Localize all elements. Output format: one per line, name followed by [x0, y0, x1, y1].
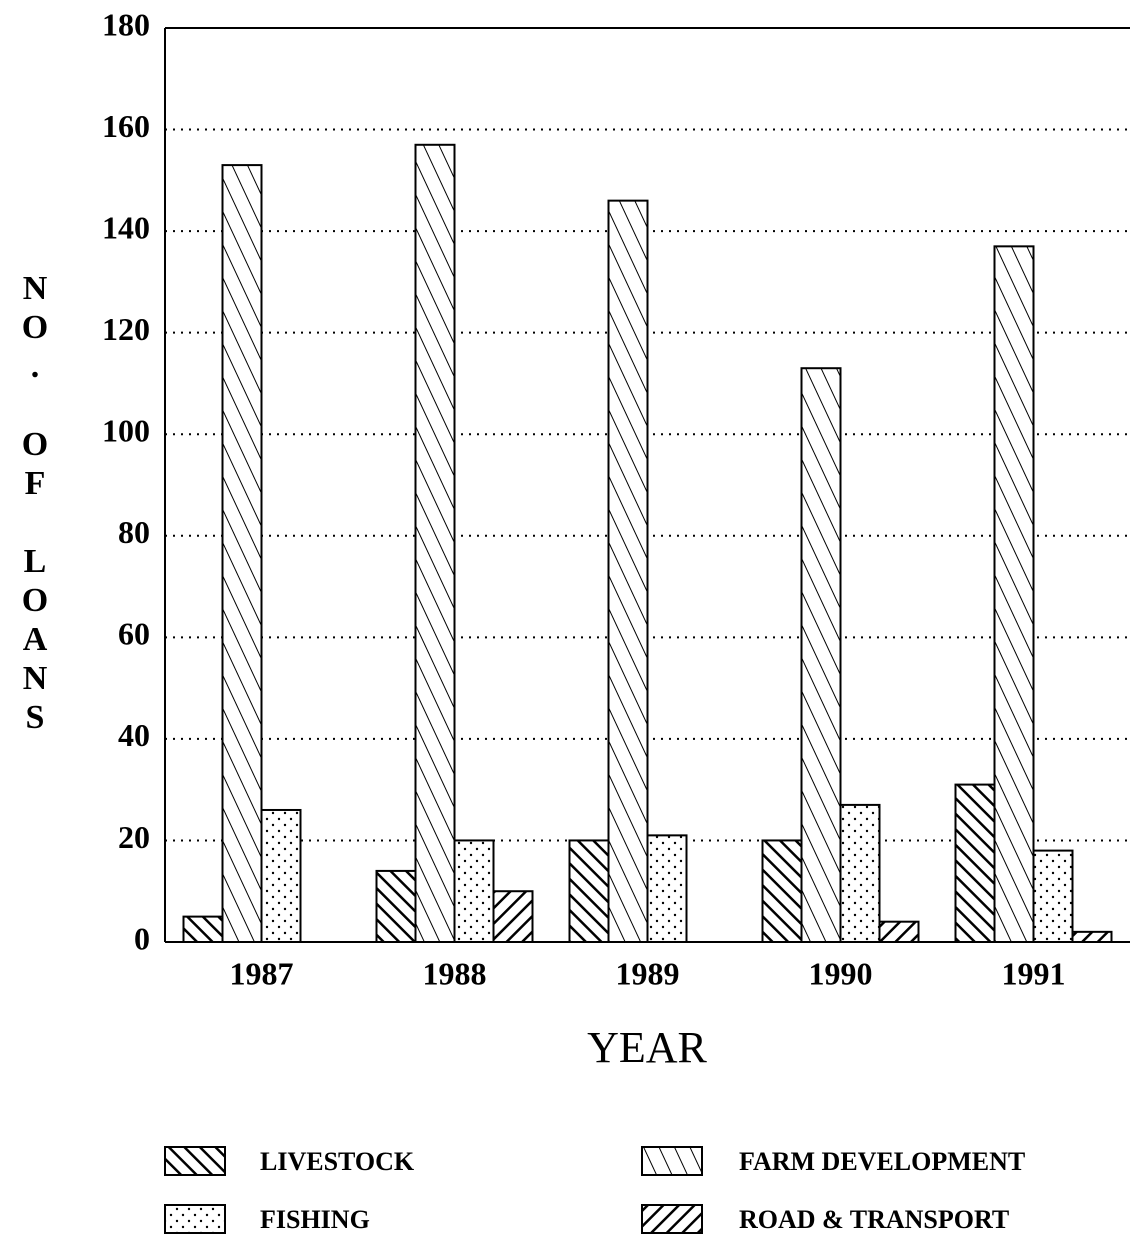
x-tick-label: 1987 — [230, 955, 294, 991]
legend-label: ROAD & TRANSPORT — [739, 1205, 1009, 1234]
bar — [414, 143, 456, 944]
bar — [878, 920, 920, 944]
legend-label: FARM DEVELOPMENT — [739, 1147, 1025, 1176]
y-tick-label: 20 — [118, 819, 150, 855]
bar — [839, 803, 881, 944]
y-tick-label: 60 — [118, 616, 150, 652]
x-tick-label: 1988 — [423, 955, 487, 991]
x-axis-label: YEAR — [587, 1023, 707, 1072]
bar — [492, 890, 534, 944]
y-tick-label: 100 — [102, 413, 150, 449]
bar — [607, 199, 649, 943]
legend-swatch — [641, 1204, 703, 1234]
legend-label: FISHING — [260, 1205, 370, 1234]
bar — [954, 783, 996, 943]
bar — [260, 808, 302, 943]
y-tick-label: 120 — [102, 311, 150, 347]
bar — [1032, 849, 1074, 943]
bar — [761, 839, 803, 944]
x-tick-label: 1991 — [1002, 955, 1066, 991]
bar — [221, 164, 263, 944]
y-tick-label: 140 — [102, 209, 150, 245]
y-tick-label: 80 — [118, 514, 150, 550]
legend-label: LIVESTOCK — [260, 1147, 415, 1176]
bar — [993, 245, 1035, 944]
y-tick-label: 160 — [102, 108, 150, 144]
bar — [453, 839, 495, 944]
bar — [182, 915, 224, 943]
bar — [568, 839, 610, 944]
y-tick-label: 40 — [118, 717, 150, 753]
legend-swatch — [164, 1146, 226, 1176]
bar — [800, 367, 842, 943]
x-tick-label: 1990 — [809, 955, 873, 991]
legend-swatch — [641, 1146, 703, 1176]
y-tick-label: 0 — [134, 920, 150, 956]
bar — [375, 869, 417, 944]
bar — [1071, 930, 1113, 943]
legend-swatch — [164, 1204, 226, 1234]
y-tick-label: 180 — [102, 6, 150, 42]
bar — [646, 834, 688, 943]
y-axis-label: NO. OF LOANS — [17, 270, 54, 738]
x-tick-label: 1989 — [616, 955, 680, 991]
